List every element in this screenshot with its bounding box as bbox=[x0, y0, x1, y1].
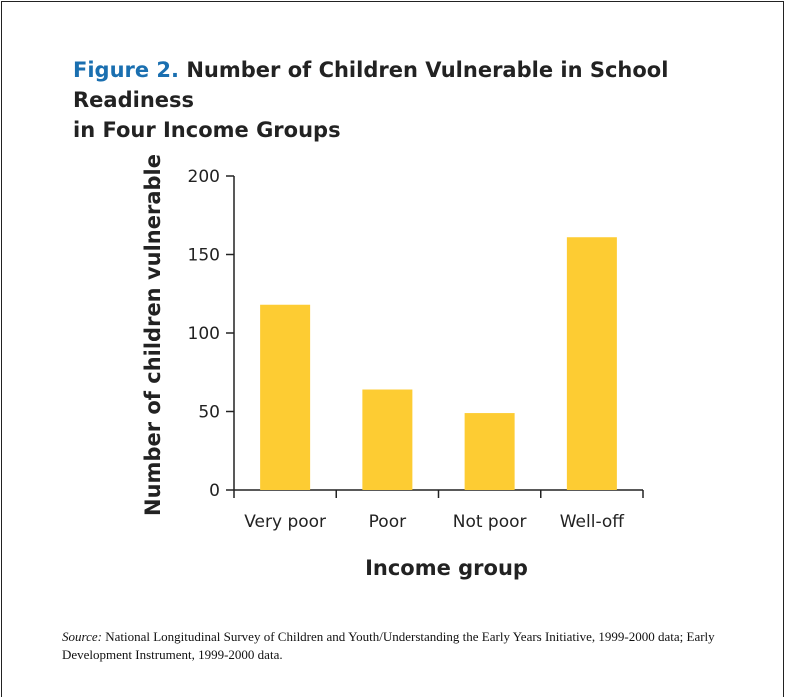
bar bbox=[362, 389, 413, 490]
source-note: Source: National Longitudinal Survey of … bbox=[62, 628, 762, 664]
x-tick-label: Not poor bbox=[453, 512, 527, 532]
chart-bars bbox=[260, 237, 617, 490]
figure-title: Figure 2. Number of Children Vulnerable … bbox=[73, 55, 773, 145]
bar bbox=[260, 304, 311, 490]
y-tick-label: 100 bbox=[188, 324, 220, 344]
y-tick-label: 0 bbox=[209, 481, 220, 501]
source-text: National Longitudinal Survey of Children… bbox=[62, 629, 715, 662]
x-axis-title: Income group bbox=[365, 556, 528, 580]
x-tick-label: Poor bbox=[369, 512, 406, 532]
figure-title-line1: Number of Children Vulnerable in School … bbox=[73, 58, 669, 112]
chart-labels: 0 50 100 150 200 Very poor Poor Not poor Well-of… bbox=[141, 154, 625, 580]
y-axis-title: Number of children vulnerable bbox=[141, 154, 165, 516]
source-label: Source: bbox=[62, 629, 102, 644]
y-tick-label: 50 bbox=[198, 403, 220, 423]
x-tick-label: Very poor bbox=[244, 512, 326, 532]
x-tick-label: Well-off bbox=[560, 512, 626, 532]
y-tick-label: 150 bbox=[188, 246, 220, 266]
figure-label: Figure 2. bbox=[73, 58, 180, 82]
figure-title-line2: in Four Income Groups bbox=[73, 118, 341, 142]
y-tick-label: 200 bbox=[188, 167, 220, 187]
bar bbox=[464, 413, 515, 490]
bar bbox=[566, 237, 617, 490]
